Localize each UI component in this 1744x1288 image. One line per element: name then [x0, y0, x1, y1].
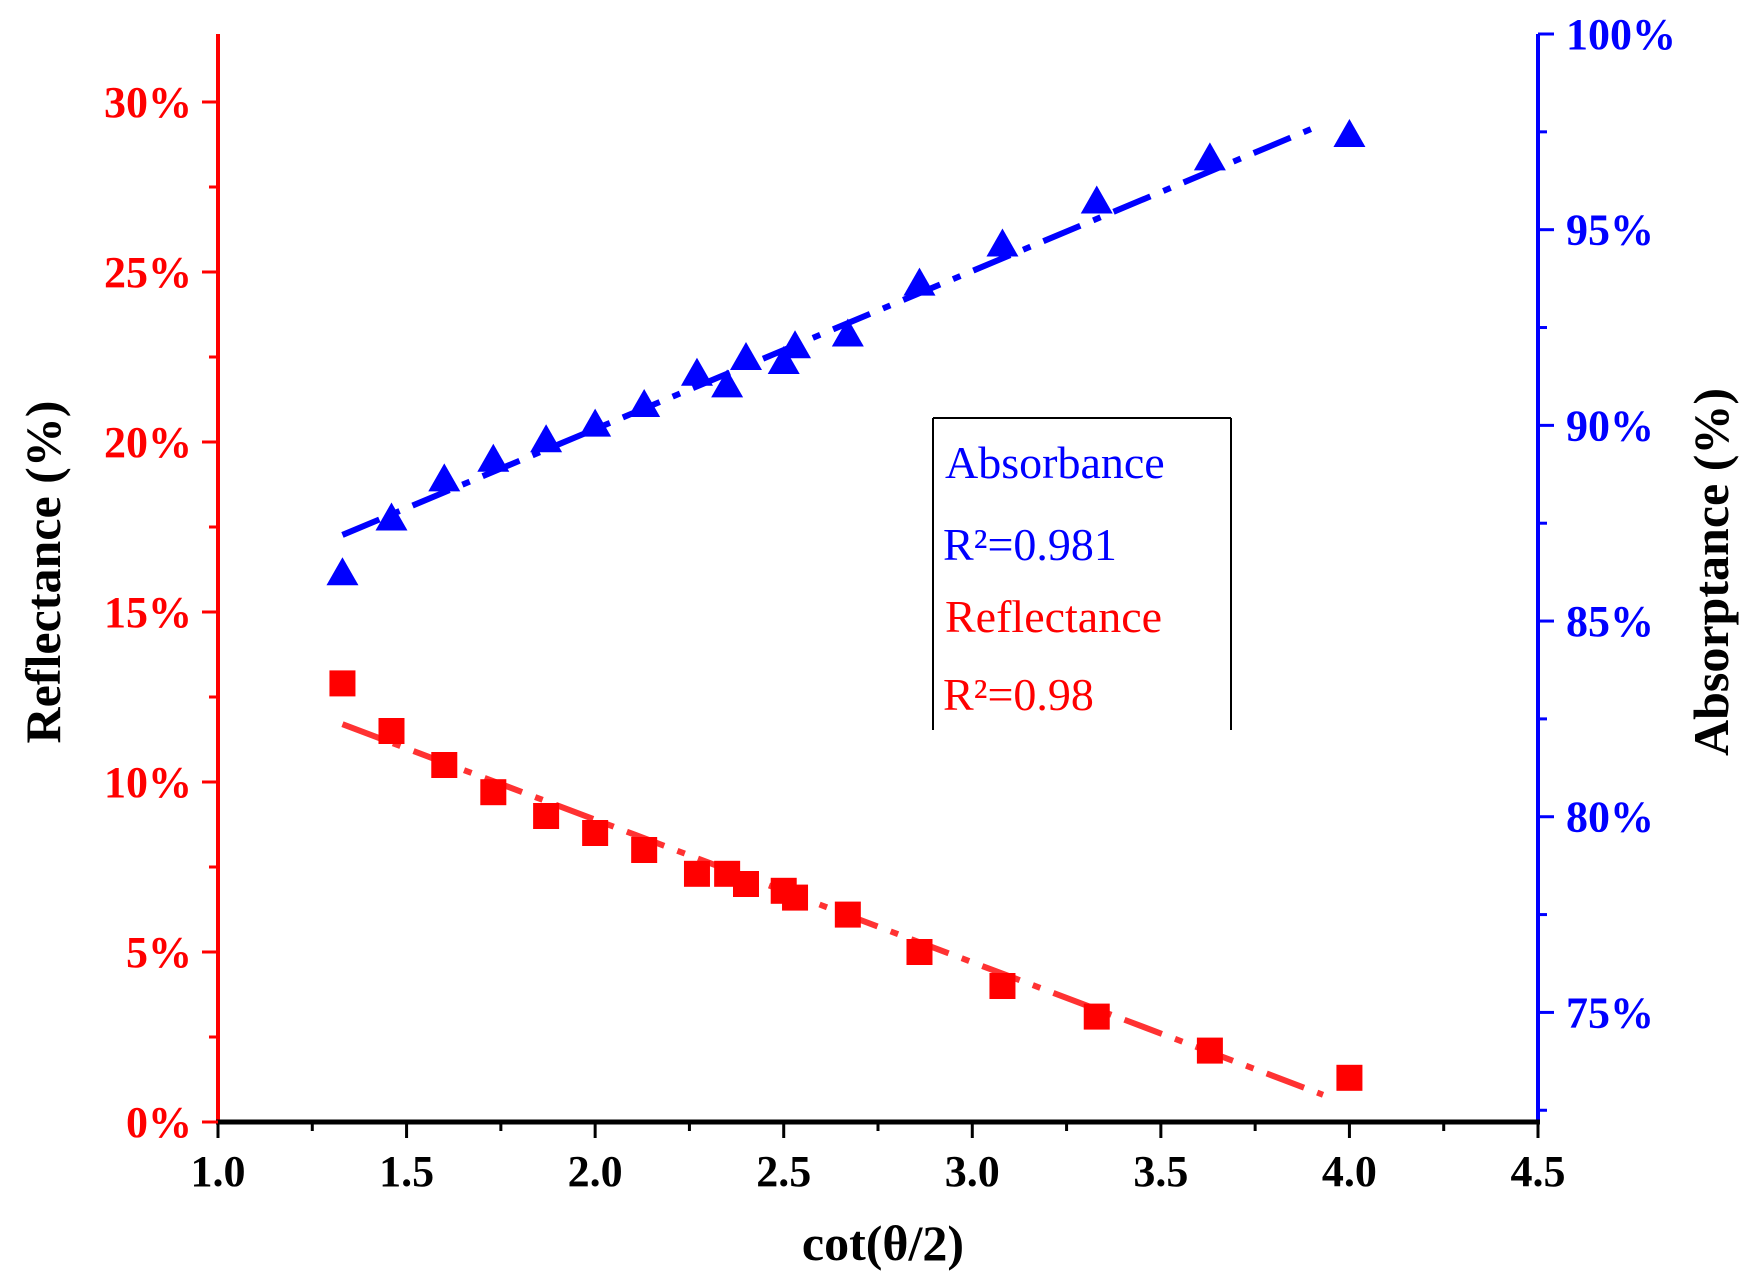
x-tick-label: 4.0 [1322, 1147, 1377, 1196]
x-tick-label: 2.5 [756, 1147, 811, 1196]
fit-lines [341, 121, 1325, 1098]
absorbance-point [831, 318, 864, 347]
reflectance-point [431, 752, 458, 778]
reflectance-point [906, 939, 933, 965]
tick-labels: 1.0 1.5 2.0 2.5 3.0 3.5 4.0 4.5 0% 5% 10% 15% 20% 25%… [104, 10, 1676, 1196]
reflectance-point [733, 871, 759, 897]
absorbance-point [986, 228, 1019, 257]
axes-frame [202, 32, 1554, 1138]
absorbance-point [477, 443, 510, 472]
x-tick-label: 3.5 [1133, 1147, 1188, 1196]
absorbance-point [428, 463, 461, 492]
y-left-tick-label: 5% [126, 928, 192, 977]
y-left-tick-label: 15% [104, 588, 192, 637]
reflectance-point [1083, 1003, 1110, 1030]
reflectance-point [480, 779, 507, 806]
absorbance-point [375, 502, 408, 531]
absorbance-point [326, 557, 359, 586]
absorbance-point [530, 424, 563, 453]
absorbance-point [730, 342, 762, 371]
absorbance-point [680, 357, 713, 386]
y-right-tick-label: 95% [1566, 206, 1654, 255]
absorbance-point [711, 369, 744, 398]
reflectance-point [582, 820, 609, 846]
y-left-tick-label: 25% [104, 248, 192, 297]
y-axis-left-title: Reflectance (%) [15, 401, 71, 744]
absorbance-point [767, 345, 800, 374]
y-right-tick-label: 80% [1566, 793, 1654, 842]
absorbance-point [903, 267, 936, 296]
absorbance-fit-line [341, 121, 1325, 538]
reflectance-point [1196, 1037, 1223, 1064]
y-left-tick-label: 20% [104, 418, 192, 467]
y-left-tick-label: 0% [126, 1098, 192, 1147]
legend-reflectance-stat: R²=0.98 [943, 669, 1094, 720]
data-markers [326, 118, 1366, 1091]
legend: Absorbance R²=0.981 Reflectance R²=0.98 [932, 417, 1232, 730]
y-right-tick-label: 75% [1566, 988, 1654, 1037]
y-left-tick-label: 30% [104, 78, 192, 127]
absorbance-point [1193, 142, 1226, 171]
x-tick-label: 2.0 [568, 1147, 623, 1196]
y-axis-right-title: Absorptance (%) [1683, 388, 1739, 756]
x-axis-title: cot(θ/2) [802, 1215, 964, 1271]
absorbance-point [1080, 185, 1113, 214]
y-right-tick-label: 85% [1566, 597, 1654, 646]
reflectance-point [683, 860, 710, 887]
legend-absorbance-stat: R²=0.981 [943, 519, 1117, 570]
reflectance-point [834, 901, 861, 928]
absorbance-point [779, 330, 812, 359]
x-tick-label: 4.5 [1511, 1147, 1566, 1196]
reflectance-point [989, 973, 1016, 999]
reflectance-point [782, 884, 809, 911]
absorbance-point [628, 388, 661, 417]
reflectance-point [1336, 1064, 1363, 1091]
reflectance-point [533, 803, 560, 829]
y-left-tick-label: 10% [104, 758, 192, 807]
x-tick-label: 3.0 [945, 1147, 1000, 1196]
legend-absorbance-label: Absorbance [945, 437, 1165, 488]
legend-reflectance-label: Reflectance [945, 591, 1162, 642]
reflectance-point [329, 670, 356, 697]
absorbance-point [579, 408, 612, 437]
y-right-tick-label: 90% [1566, 401, 1654, 450]
y-right-tick-label: 100% [1566, 10, 1676, 59]
reflectance-point [631, 837, 658, 863]
x-tick-label: 1.0 [191, 1147, 246, 1196]
x-tick-label: 1.5 [379, 1147, 434, 1196]
reflectance-point [378, 718, 405, 744]
absorbance-point [1333, 118, 1366, 147]
